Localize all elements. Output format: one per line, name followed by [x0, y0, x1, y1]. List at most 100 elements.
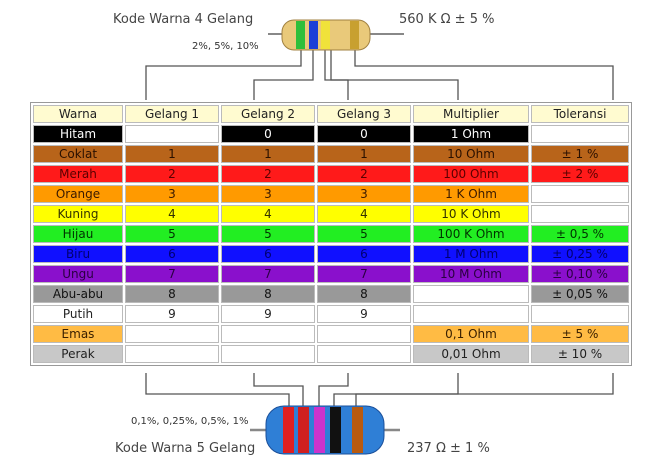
value-cell: 1: [221, 145, 315, 163]
table-row: Emas 0,1 Ohm ± 5 %: [33, 325, 629, 343]
value-cell: ± 5 %: [531, 325, 629, 343]
value-cell: 1 M Ohm: [413, 245, 529, 263]
value-cell: [531, 305, 629, 323]
table-row: Merah 2 2 2 100 Ohm ± 2 %: [33, 165, 629, 183]
value-cell: 0: [317, 125, 411, 143]
color-name-cell: Putih: [33, 305, 123, 323]
value-cell: ± 2 %: [531, 165, 629, 183]
value-cell: 4: [221, 205, 315, 223]
value-cell: [531, 125, 629, 143]
value-cell: ± 10 %: [531, 345, 629, 363]
color-name-cell: Perak: [33, 345, 123, 363]
table-row: Ungu 7 7 7 10 M Ohm ± 0,10 %: [33, 265, 629, 283]
value-cell: 1: [125, 145, 219, 163]
value-cell: 1 K Ohm: [413, 185, 529, 203]
value-cell: 3: [221, 185, 315, 203]
value-cell: 4: [317, 205, 411, 223]
value-cell: [221, 325, 315, 343]
resistor-band: [350, 21, 359, 49]
value-cell: 7: [125, 265, 219, 283]
value-cell: 1 Ohm: [413, 125, 529, 143]
color-name-cell: Kuning: [33, 205, 123, 223]
value-cell: 3: [125, 185, 219, 203]
value-cell: [413, 285, 529, 303]
top-resistor: [268, 19, 404, 51]
value-cell: 2: [317, 165, 411, 183]
resistor-band: [296, 21, 305, 49]
value-cell: 100 Ohm: [413, 165, 529, 183]
color-code-table: Warna Gelang 1 Gelang 2 Gelang 3 Multiplier T…: [30, 102, 632, 366]
color-name-cell: Merah: [33, 165, 123, 183]
value-cell: 9: [221, 305, 315, 323]
color-name-cell: Hijau: [33, 225, 123, 243]
value-cell: 8: [125, 285, 219, 303]
value-cell: 2: [221, 165, 315, 183]
value-cell: 1: [317, 145, 411, 163]
value-cell: [125, 125, 219, 143]
color-name-cell: Ungu: [33, 265, 123, 283]
table-row: Coklat 1 1 1 10 Ohm ± 1 %: [33, 145, 629, 163]
value-cell: [531, 185, 629, 203]
table-row: Kuning 4 4 4 10 K Ohm: [33, 205, 629, 223]
value-cell: 8: [221, 285, 315, 303]
value-cell: [221, 345, 315, 363]
header-multiplier: Multiplier: [413, 105, 529, 123]
value-cell: 5: [317, 225, 411, 243]
bottom-tolerance-note: 0,1%, 0,25%, 0,5%, 1%: [131, 416, 249, 427]
bottom-resistor-title: Kode Warna 5 Gelang: [115, 441, 256, 456]
value-cell: 0: [221, 125, 315, 143]
table-row: Abu-abu 8 8 8 ± 0,05 %: [33, 285, 629, 303]
table-row: Perak 0,01 Ohm ± 10 %: [33, 345, 629, 363]
value-cell: [125, 325, 219, 343]
bottom-resistor: [250, 405, 400, 455]
color-name-cell: Abu-abu: [33, 285, 123, 303]
header-gelang-1: Gelang 1: [125, 105, 219, 123]
table-row: Putih 9 9 9: [33, 305, 629, 323]
resistor-band: [321, 21, 330, 49]
table-row: Hitam 0 0 1 Ohm: [33, 125, 629, 143]
value-cell: 10 Ohm: [413, 145, 529, 163]
resistor-band: [298, 407, 309, 453]
color-name-cell: Emas: [33, 325, 123, 343]
value-cell: 7: [317, 265, 411, 283]
header-toleransi: Toleransi: [531, 105, 629, 123]
value-cell: [125, 345, 219, 363]
value-cell: 2: [125, 165, 219, 183]
value-cell: [531, 205, 629, 223]
table-row: Biru 6 6 6 1 M Ohm ± 0,25 %: [33, 245, 629, 263]
value-cell: 4: [125, 205, 219, 223]
value-cell: ± 0,10 %: [531, 265, 629, 283]
value-cell: 5: [125, 225, 219, 243]
value-cell: ± 0,25 %: [531, 245, 629, 263]
value-cell: 10 K Ohm: [413, 205, 529, 223]
value-cell: 3: [317, 185, 411, 203]
value-cell: 8: [317, 285, 411, 303]
value-cell: [317, 325, 411, 343]
table-header-row: Warna Gelang 1 Gelang 2 Gelang 3 Multiplier T…: [33, 105, 629, 123]
color-name-cell: Hitam: [33, 125, 123, 143]
value-cell: 6: [221, 245, 315, 263]
value-cell: ± 0,05 %: [531, 285, 629, 303]
color-name-cell: Coklat: [33, 145, 123, 163]
resistor-band: [330, 407, 341, 453]
value-cell: 10 M Ohm: [413, 265, 529, 283]
resistor-band: [309, 21, 318, 49]
value-cell: 100 K Ohm: [413, 225, 529, 243]
value-cell: ± 1 %: [531, 145, 629, 163]
resistor-band: [314, 407, 325, 453]
value-cell: 0,1 Ohm: [413, 325, 529, 343]
resistor-band: [352, 407, 363, 453]
value-cell: [317, 345, 411, 363]
color-name-cell: Biru: [33, 245, 123, 263]
value-cell: ± 0,5 %: [531, 225, 629, 243]
value-cell: 5: [221, 225, 315, 243]
table-row: Orange 3 3 3 1 K Ohm: [33, 185, 629, 203]
header-warna: Warna: [33, 105, 123, 123]
bottom-resistor-value: 237 Ω ± 1 %: [407, 441, 490, 456]
top-tolerance-note: 2%, 5%, 10%: [192, 41, 259, 52]
color-name-cell: Orange: [33, 185, 123, 203]
resistor-band: [283, 407, 294, 453]
value-cell: 0,01 Ohm: [413, 345, 529, 363]
value-cell: 6: [125, 245, 219, 263]
